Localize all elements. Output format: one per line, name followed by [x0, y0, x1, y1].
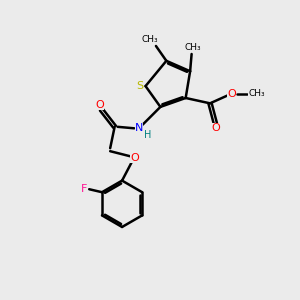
Text: O: O: [95, 100, 104, 110]
Text: O: O: [227, 89, 236, 99]
Text: CH₃: CH₃: [248, 89, 265, 98]
Text: F: F: [81, 184, 87, 194]
Text: S: S: [136, 81, 144, 91]
Text: O: O: [211, 123, 220, 133]
Text: H: H: [144, 130, 152, 140]
Text: CH₃: CH₃: [185, 43, 201, 52]
Text: N: N: [135, 123, 143, 133]
Text: CH₃: CH₃: [141, 35, 158, 44]
Text: O: O: [130, 153, 139, 163]
